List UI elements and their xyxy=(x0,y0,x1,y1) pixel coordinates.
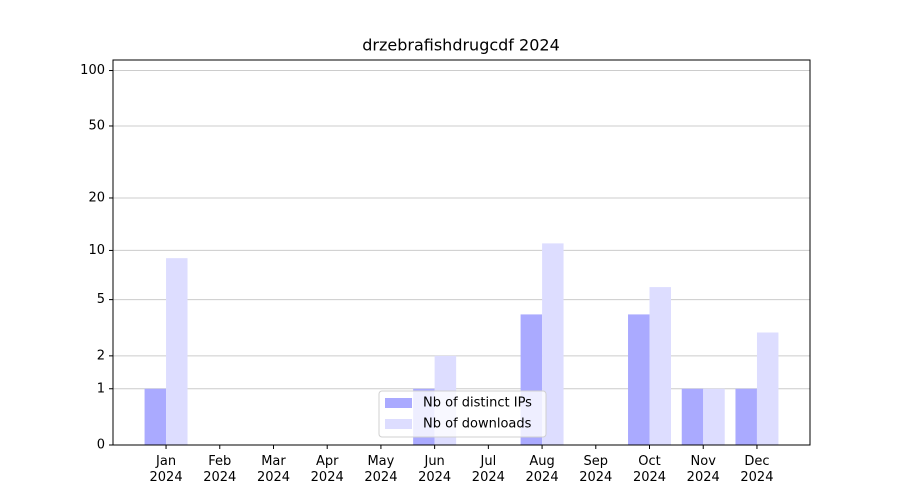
bar xyxy=(649,287,672,445)
legend-swatch xyxy=(385,398,412,408)
y-tick-label: 20 xyxy=(88,190,105,205)
y-tick-label: 50 xyxy=(88,118,105,133)
x-tick-label: Jul 2024 xyxy=(472,454,505,485)
x-tick-label: Dec 2024 xyxy=(740,454,773,485)
x-tick-label: Jan 2024 xyxy=(150,454,183,485)
x-tick-label: Aug 2024 xyxy=(526,454,559,485)
x-tick-label: Apr 2024 xyxy=(311,454,344,485)
x-tick-label: Jun 2024 xyxy=(418,454,451,485)
y-tick-label: 2 xyxy=(97,348,105,363)
bar xyxy=(166,258,188,445)
x-tick-label: Feb 2024 xyxy=(203,454,236,485)
y-tick-label: 1 xyxy=(97,381,105,396)
bar xyxy=(542,243,564,445)
legend-swatch xyxy=(385,419,412,429)
y-tick-label: 10 xyxy=(88,243,105,258)
bar xyxy=(735,388,757,445)
y-tick-label: 100 xyxy=(80,63,105,78)
x-tick-label: Mar 2024 xyxy=(257,454,290,485)
x-tick-label: Oct 2024 xyxy=(633,454,666,485)
bar xyxy=(703,388,725,445)
bar xyxy=(144,388,167,445)
legend-label: Nb of downloads xyxy=(423,417,532,432)
bar xyxy=(628,314,650,445)
plot-frame xyxy=(112,59,811,446)
y-tick-label: 5 xyxy=(97,292,105,307)
y-tick-label: 0 xyxy=(97,438,105,453)
bar xyxy=(756,332,779,445)
x-tick-label: Nov 2024 xyxy=(687,454,720,485)
bar xyxy=(681,388,704,445)
x-tick-label: Sep 2024 xyxy=(579,454,612,485)
x-tick-label: May 2024 xyxy=(364,454,397,485)
legend-box xyxy=(378,390,547,438)
chart-title: drzebrafishdrugcdf 2024 xyxy=(362,36,560,55)
legend-label: Nb of distinct IPs xyxy=(423,396,532,411)
